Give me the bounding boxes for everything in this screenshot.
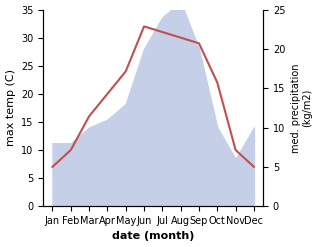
- X-axis label: date (month): date (month): [112, 231, 194, 242]
- Y-axis label: med. precipitation
(kg/m2): med. precipitation (kg/m2): [291, 63, 313, 153]
- Y-axis label: max temp (C): max temp (C): [5, 69, 16, 146]
